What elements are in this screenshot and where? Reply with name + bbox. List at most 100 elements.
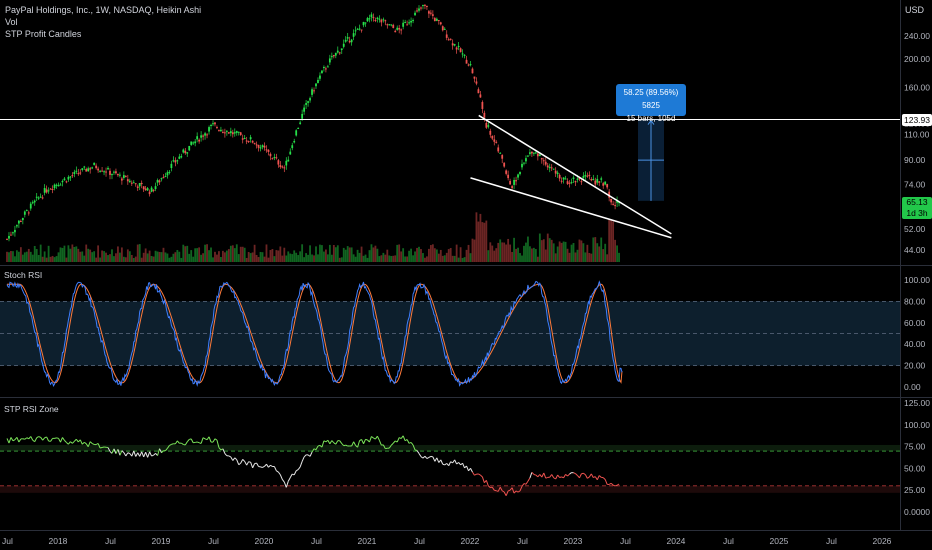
- volume-bar: [186, 245, 189, 262]
- rsi-zone-line-segment: [616, 483, 620, 486]
- rsi-zone-line-segment: [131, 450, 135, 457]
- rsi-zone-line-segment: [434, 457, 438, 462]
- volume-bar: [81, 251, 84, 262]
- price-candle: [253, 142, 256, 144]
- volume-bar: [598, 246, 601, 262]
- volume-bar: [184, 246, 187, 262]
- volume-bar: [225, 250, 228, 262]
- price-candle: [265, 149, 268, 151]
- price-candle: [283, 167, 286, 169]
- volume-bar: [455, 244, 458, 262]
- price-candle: [386, 24, 389, 26]
- volume-bar: [168, 257, 171, 262]
- volume-bar: [552, 243, 555, 262]
- price-candle: [210, 124, 212, 126]
- volume-bar: [570, 244, 573, 262]
- price-candle: [301, 113, 304, 119]
- volume-bar: [588, 252, 591, 262]
- price-candle: [261, 145, 264, 148]
- rsi-zone-line-segment: [481, 476, 485, 483]
- price-candle: [39, 196, 42, 198]
- measure-tooltip: 58.25 (89.56%) 5825 15 bars, 105d: [616, 84, 686, 123]
- price-candle: [57, 185, 60, 187]
- volume-bar: [259, 251, 262, 262]
- price-candle: [164, 176, 167, 178]
- volume-bar: [554, 253, 557, 262]
- volume-bar: [505, 244, 508, 262]
- volume-bar: [277, 250, 280, 262]
- volume-bar: [101, 250, 103, 262]
- rsi-zone-line-segment: [472, 471, 475, 476]
- price-candle: [65, 181, 68, 183]
- rsi-zone-line-segment: [432, 456, 436, 462]
- price-candle: [410, 20, 412, 23]
- rsi-zone-line-segment: [341, 443, 345, 447]
- volume-bar: [204, 244, 206, 262]
- volume-bar: [416, 247, 418, 262]
- price-candle: [305, 103, 307, 105]
- level-price-badge: 123.93: [902, 114, 932, 126]
- rsi-zone-line-segment: [240, 459, 244, 464]
- rsi-zone-line-segment: [89, 441, 93, 444]
- rsi-zone-line-segment: [268, 464, 271, 468]
- price-candle: [590, 178, 593, 181]
- rsi-zone-line-segment: [256, 462, 259, 467]
- volume-bar: [582, 243, 585, 262]
- rsi-upper-zone: [0, 444, 900, 451]
- volume-bar: [447, 249, 450, 262]
- volume-bar: [136, 244, 139, 262]
- volume-bar: [113, 256, 115, 262]
- volume-bar: [376, 248, 379, 262]
- volume-bar: [261, 252, 264, 262]
- price-candle: [608, 191, 611, 198]
- rsi-zone-line-segment: [208, 436, 212, 443]
- rsi-zone-line-segment: [222, 448, 226, 454]
- price-candle: [426, 5, 428, 7]
- volume-bar: [370, 244, 373, 262]
- price-candle: [202, 135, 204, 137]
- price-candle: [548, 166, 551, 169]
- rsi-zone-line-segment: [181, 442, 184, 445]
- price-candle: [178, 156, 181, 159]
- time-tick-label: 2018: [49, 536, 68, 546]
- price-candle: [23, 211, 26, 215]
- volume-bar: [281, 255, 284, 262]
- volume-bar: [73, 246, 76, 262]
- price-candle: [45, 189, 48, 193]
- volume-bar: [594, 237, 597, 262]
- volume-bar: [606, 254, 609, 262]
- volume-bar: [152, 256, 155, 262]
- price-candle: [511, 186, 513, 189]
- price-candle: [321, 70, 323, 74]
- rsi-zone-line-segment: [604, 479, 608, 485]
- price-candle: [93, 162, 96, 165]
- price-candle: [97, 168, 100, 171]
- rsi-zone-line-segment: [214, 438, 218, 441]
- price-candle: [103, 171, 105, 173]
- price-candle: [592, 178, 595, 180]
- volume-bar: [174, 252, 177, 262]
- volume-bar: [31, 254, 34, 262]
- price-candle: [429, 12, 432, 14]
- volume-bar: [378, 256, 381, 262]
- volume-bar: [618, 252, 620, 262]
- volume-bar: [608, 219, 611, 262]
- volume-bar: [249, 253, 252, 262]
- volume-bar: [487, 250, 490, 262]
- rsi-zone-line-segment: [357, 440, 361, 448]
- price-candle: [124, 176, 127, 178]
- rsi-zone-line-segment: [382, 444, 386, 449]
- price-candle: [338, 52, 341, 54]
- price-candle: [150, 187, 153, 192]
- price-candle: [469, 64, 472, 66]
- volume-bar: [172, 253, 175, 262]
- price-candle: [507, 174, 510, 179]
- rsi-zone-line-segment: [242, 459, 246, 462]
- volume-bar: [99, 257, 101, 262]
- volume-bar: [162, 247, 165, 262]
- volume-bar: [410, 248, 412, 262]
- volume-bar: [451, 255, 454, 262]
- price-candle: [483, 112, 486, 118]
- price-candle: [95, 165, 98, 169]
- volume-bar: [25, 251, 28, 262]
